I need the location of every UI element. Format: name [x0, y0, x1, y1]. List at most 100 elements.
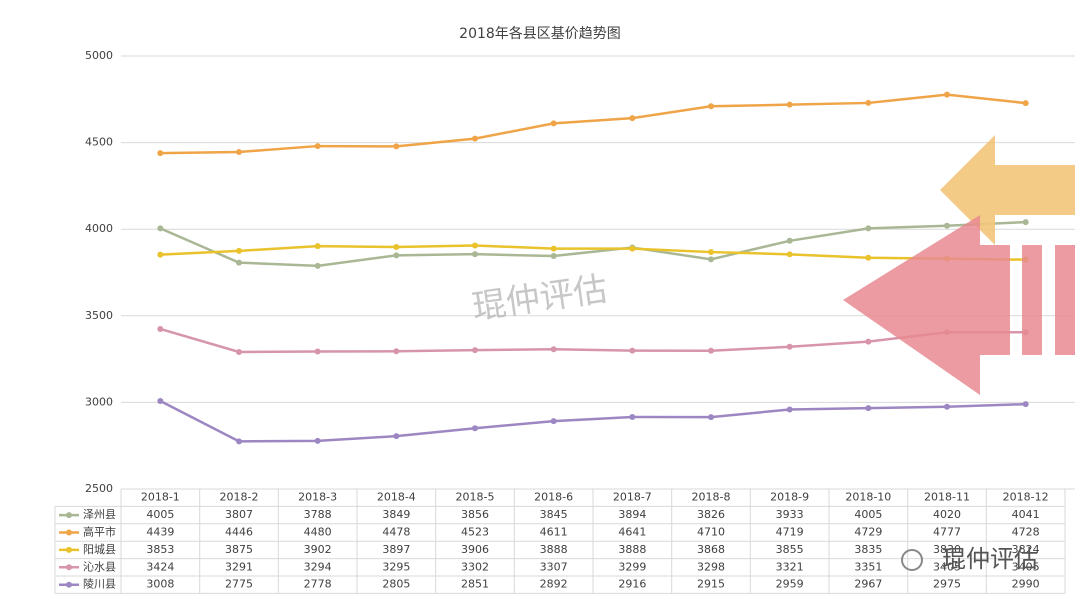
series-line — [160, 244, 1026, 261]
point — [236, 247, 242, 254]
point — [472, 242, 478, 249]
table-value: 4005 — [146, 508, 174, 521]
table-value: 3856 — [461, 508, 489, 521]
table-value: 3845 — [540, 508, 568, 521]
table-value: 2775 — [225, 578, 253, 591]
table-value: 3351 — [854, 560, 882, 573]
table-value: 2851 — [461, 578, 489, 591]
point — [550, 346, 557, 353]
point — [472, 135, 478, 142]
table-value: 3788 — [304, 508, 332, 521]
legend-marker — [66, 564, 72, 571]
x-tick-label: 2018-3 — [298, 491, 337, 504]
table-value: 3824 — [1012, 543, 1040, 556]
point — [236, 259, 242, 266]
arrow-decoration — [1022, 245, 1042, 355]
x-tick-label: 2018-5 — [456, 491, 495, 504]
legend-label: 陵川县 — [83, 578, 116, 591]
table-value: 3307 — [540, 560, 568, 573]
x-tick-label: 2018-9 — [770, 491, 809, 504]
point — [236, 148, 242, 155]
x-tick-label: 2018-7 — [613, 491, 652, 504]
table-value: 4446 — [225, 526, 253, 539]
point — [708, 249, 714, 256]
point — [393, 348, 400, 355]
table-value: 3826 — [697, 508, 725, 521]
legend-marker — [66, 512, 72, 519]
table-value: 4611 — [540, 526, 568, 539]
point — [550, 245, 557, 252]
x-tick-label: 2018-4 — [377, 491, 416, 504]
table-value: 3424 — [146, 560, 174, 573]
point — [550, 120, 557, 127]
point — [314, 243, 321, 250]
point — [865, 254, 872, 261]
table-value: 4729 — [854, 526, 882, 539]
point — [629, 115, 636, 122]
table-value: 2915 — [697, 578, 725, 591]
arrow-decoration — [1055, 245, 1075, 355]
x-tick-label: 2018-6 — [534, 491, 573, 504]
point — [550, 253, 557, 260]
table-value: 3906 — [461, 543, 489, 556]
x-tick-label: 2018-12 — [1003, 491, 1049, 504]
table-value: 2805 — [382, 578, 410, 591]
table-value: 3321 — [776, 560, 804, 573]
table-value: 2778 — [304, 578, 332, 591]
point — [786, 406, 793, 413]
table-value: 2959 — [776, 578, 804, 591]
table-value: 3008 — [146, 578, 174, 591]
y-tick-label: 5000 — [85, 49, 113, 62]
table-value: 3855 — [776, 543, 804, 556]
point — [786, 101, 793, 108]
point — [786, 237, 793, 244]
table-value: 4710 — [697, 526, 725, 539]
point — [472, 251, 478, 258]
table-value: 3897 — [382, 543, 410, 556]
legend-marker — [66, 546, 72, 553]
point — [393, 252, 400, 259]
table-value: 3294 — [304, 560, 332, 573]
point — [865, 99, 872, 106]
table-value: 3875 — [225, 543, 253, 556]
point — [865, 338, 872, 345]
point — [157, 398, 164, 405]
table-value: 4020 — [933, 508, 961, 521]
table-value: 2916 — [618, 578, 646, 591]
table-value: 3298 — [697, 560, 725, 573]
y-tick-label: 2500 — [85, 482, 113, 495]
point — [629, 245, 636, 252]
point — [393, 244, 400, 251]
series-line — [159, 220, 1026, 268]
point — [157, 251, 164, 258]
point — [157, 225, 164, 232]
x-tick-label: 2018-10 — [845, 491, 891, 504]
table-value: 2975 — [933, 578, 961, 591]
table-value: 4480 — [304, 526, 332, 539]
arrow-decoration — [940, 135, 1075, 245]
table-value: 2967 — [854, 578, 882, 591]
point — [786, 251, 793, 258]
point — [1022, 100, 1029, 107]
point — [472, 347, 478, 354]
table-value: 3807 — [225, 508, 253, 521]
table-value: 4005 — [854, 508, 882, 521]
table-value: 3835 — [854, 543, 882, 556]
table-value: 3902 — [304, 543, 332, 556]
table-value: 4777 — [933, 526, 961, 539]
point — [944, 403, 950, 410]
point — [314, 262, 321, 269]
series-line — [160, 93, 1026, 155]
table-value: 3405 — [933, 560, 961, 573]
point — [236, 348, 242, 355]
point — [550, 418, 557, 425]
point — [1022, 219, 1029, 226]
point — [157, 150, 164, 157]
point — [865, 225, 872, 232]
table-value: 4041 — [1012, 508, 1040, 521]
wechat-mark: 琨仲评估 — [942, 545, 1038, 573]
point — [1022, 401, 1029, 408]
table-value: 3894 — [618, 508, 646, 521]
point — [708, 256, 714, 263]
x-tick-label: 2018-1 — [141, 491, 180, 504]
